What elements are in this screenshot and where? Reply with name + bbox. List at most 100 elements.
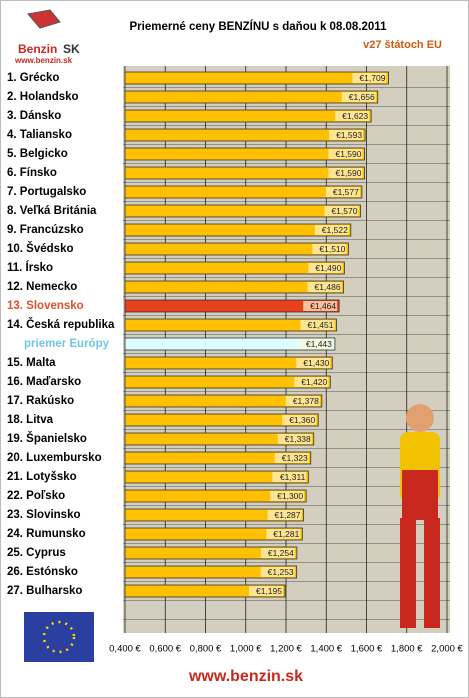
bar — [124, 204, 361, 218]
category-label: 24. Rumunsko — [7, 528, 86, 540]
category-label: 14. Česká republika — [7, 318, 115, 331]
bar — [124, 565, 298, 579]
value-label-bg — [303, 301, 338, 311]
category-label: 12. Nemecko — [7, 281, 77, 293]
bar — [124, 223, 352, 237]
overalls — [402, 470, 438, 520]
category-label: 16. Maďarsko — [7, 376, 81, 388]
logo-brand: Benzin — [18, 42, 57, 56]
category-label: 20. Luxembursko — [7, 452, 102, 464]
leg — [424, 518, 440, 628]
value-label: €1,420 — [301, 377, 327, 387]
value-label: €1,486 — [315, 282, 341, 292]
value-label: €1,490 — [315, 263, 341, 273]
category-label: 4. Taliansko — [7, 129, 72, 141]
value-label-bg — [298, 339, 333, 349]
bar — [124, 90, 379, 104]
bar — [124, 489, 307, 503]
category-label: 3. Dánsko — [7, 110, 61, 122]
value-label: €1,195 — [256, 586, 282, 596]
value-label: €1,593 — [336, 130, 362, 140]
value-label-bg — [325, 187, 360, 197]
value-label: €1,510 — [319, 244, 345, 254]
bar — [124, 147, 365, 161]
bar — [124, 299, 340, 313]
value-label-bg — [277, 434, 312, 444]
value-label-bg — [300, 320, 335, 330]
chart-subtitle: v27 štátoch EU — [363, 39, 442, 51]
value-label: €1,590 — [335, 168, 361, 178]
category-label: 6. Fínsko — [7, 167, 57, 179]
value-label: €1,360 — [289, 415, 315, 425]
value-label-bg — [312, 244, 347, 254]
category-label: 9. Francúzsko — [7, 224, 84, 236]
value-label-bg — [260, 548, 295, 558]
category-label: 26. Estónsko — [7, 566, 78, 578]
x-tick-label: 0,400 € — [109, 644, 141, 655]
value-label: €1,323 — [282, 453, 308, 463]
category-label: 8. Veľká Británia — [7, 205, 97, 217]
value-label-bg — [267, 510, 302, 520]
value-label: €1,443 — [306, 339, 332, 349]
bar — [124, 337, 336, 351]
category-label: priemer Európy — [24, 338, 110, 350]
x-tick-label: 1,600 € — [351, 644, 383, 655]
value-label: €1,430 — [303, 358, 329, 368]
category-label: 2. Holandsko — [7, 91, 79, 103]
category-label: 25. Cyprus — [7, 547, 66, 559]
bar — [124, 356, 333, 370]
x-tick-label: 0,800 € — [190, 644, 222, 655]
value-label: €1,311 — [280, 472, 306, 482]
x-tick-label: 1,800 € — [391, 644, 423, 655]
value-label-bg — [324, 206, 359, 216]
x-tick-label: 2,000 € — [431, 644, 463, 655]
mechanic — [400, 404, 440, 628]
value-label: €1,709 — [359, 73, 385, 83]
value-label-bg — [260, 567, 295, 577]
bar — [124, 527, 303, 541]
category-label: 7. Portugalsko — [7, 186, 86, 198]
bar — [124, 470, 309, 484]
head — [406, 404, 434, 432]
category-label: 27. Bulharsko — [7, 585, 82, 597]
value-label: €1,338 — [285, 434, 311, 444]
bar — [124, 166, 365, 180]
category-label: 19. Španielsko — [7, 432, 87, 445]
value-label-bg — [294, 377, 329, 387]
bar — [124, 451, 312, 465]
value-label: €1,281 — [273, 529, 299, 539]
value-label-bg — [341, 92, 376, 102]
flag — [24, 612, 94, 662]
category-label: 10. Švédsko — [7, 242, 73, 255]
category-label: 23. Slovinsko — [7, 509, 81, 521]
bar — [124, 185, 363, 199]
value-label: €1,464 — [310, 301, 336, 311]
footer: www.benzin.sk — [188, 668, 303, 685]
category-label: 11. Írsko — [7, 261, 53, 274]
logo-icon — [27, 9, 61, 29]
value-label: €1,451 — [308, 320, 334, 330]
category-label: 5. Belgicko — [7, 148, 68, 160]
leg — [400, 518, 416, 628]
value-label-bg — [328, 168, 363, 178]
bar — [124, 71, 389, 85]
bar — [124, 584, 286, 598]
value-label: €1,623 — [342, 111, 368, 121]
eu-flag — [24, 612, 94, 662]
x-tick-label: 0,600 € — [149, 644, 181, 655]
category-label: 22. Poľsko — [7, 490, 65, 502]
value-label: €1,590 — [335, 149, 361, 159]
value-label: €1,570 — [331, 206, 357, 216]
value-label: €1,522 — [322, 225, 348, 235]
value-label: €1,378 — [293, 396, 319, 406]
bar — [124, 109, 372, 123]
value-label-bg — [282, 415, 317, 425]
value-label: €1,577 — [333, 187, 359, 197]
bar — [124, 242, 349, 256]
value-label: €1,656 — [349, 92, 375, 102]
value-label-bg — [352, 73, 387, 83]
bar — [124, 394, 323, 408]
value-label-bg — [308, 263, 343, 273]
value-label-bg — [274, 453, 309, 463]
